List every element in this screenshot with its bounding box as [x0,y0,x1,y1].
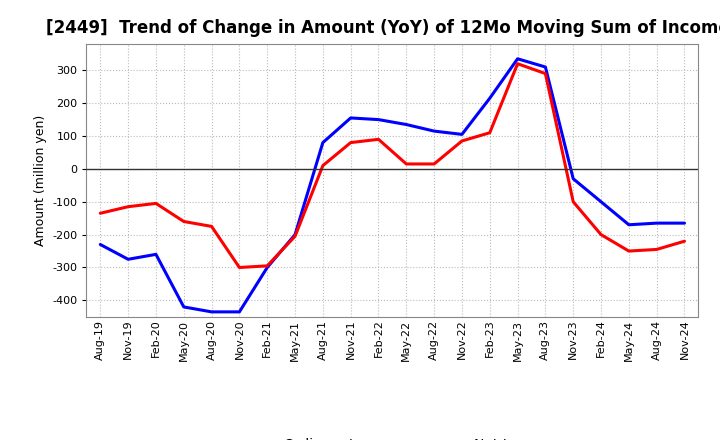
Line: Ordinary Income: Ordinary Income [100,59,685,312]
Ordinary Income [458,132,467,137]
Net Income [402,161,410,167]
Ordinary Income [152,252,161,257]
Net Income [235,265,243,270]
Ordinary Income [263,265,271,270]
Net Income [318,163,327,168]
Net Income [680,238,689,244]
Net Income [152,201,161,206]
Ordinary Income [124,257,132,262]
Y-axis label: Amount (million yen): Amount (million yen) [34,115,47,246]
Ordinary Income [624,222,633,227]
Ordinary Income [318,140,327,145]
Net Income [569,199,577,205]
Net Income [652,247,661,252]
Ordinary Income [346,115,355,121]
Legend: Ordinary Income, Net Income: Ordinary Income, Net Income [232,438,553,440]
Ordinary Income [513,56,522,62]
Net Income [263,263,271,268]
Net Income [458,138,467,143]
Net Income [207,224,216,229]
Ordinary Income [291,232,300,237]
Ordinary Income [179,304,188,310]
Ordinary Income [374,117,383,122]
Ordinary Income [597,199,606,205]
Net Income [624,249,633,254]
Ordinary Income [569,176,577,181]
Net Income [346,140,355,145]
Net Income [179,219,188,224]
Ordinary Income [96,242,104,247]
Net Income [541,71,550,76]
Ordinary Income [430,128,438,134]
Ordinary Income [680,220,689,226]
Ordinary Income [541,64,550,70]
Ordinary Income [402,122,410,127]
Ordinary Income [485,95,494,101]
Net Income [291,234,300,239]
Net Income [124,204,132,209]
Ordinary Income [235,309,243,315]
Net Income [597,232,606,237]
Net Income [374,137,383,142]
Net Income [430,161,438,167]
Net Income [485,130,494,136]
Title: [2449]  Trend of Change in Amount (YoY) of 12Mo Moving Sum of Incomes: [2449] Trend of Change in Amount (YoY) o… [45,19,720,37]
Net Income [96,211,104,216]
Ordinary Income [207,309,216,315]
Line: Net Income: Net Income [100,64,685,268]
Net Income [513,61,522,66]
Ordinary Income [652,220,661,226]
